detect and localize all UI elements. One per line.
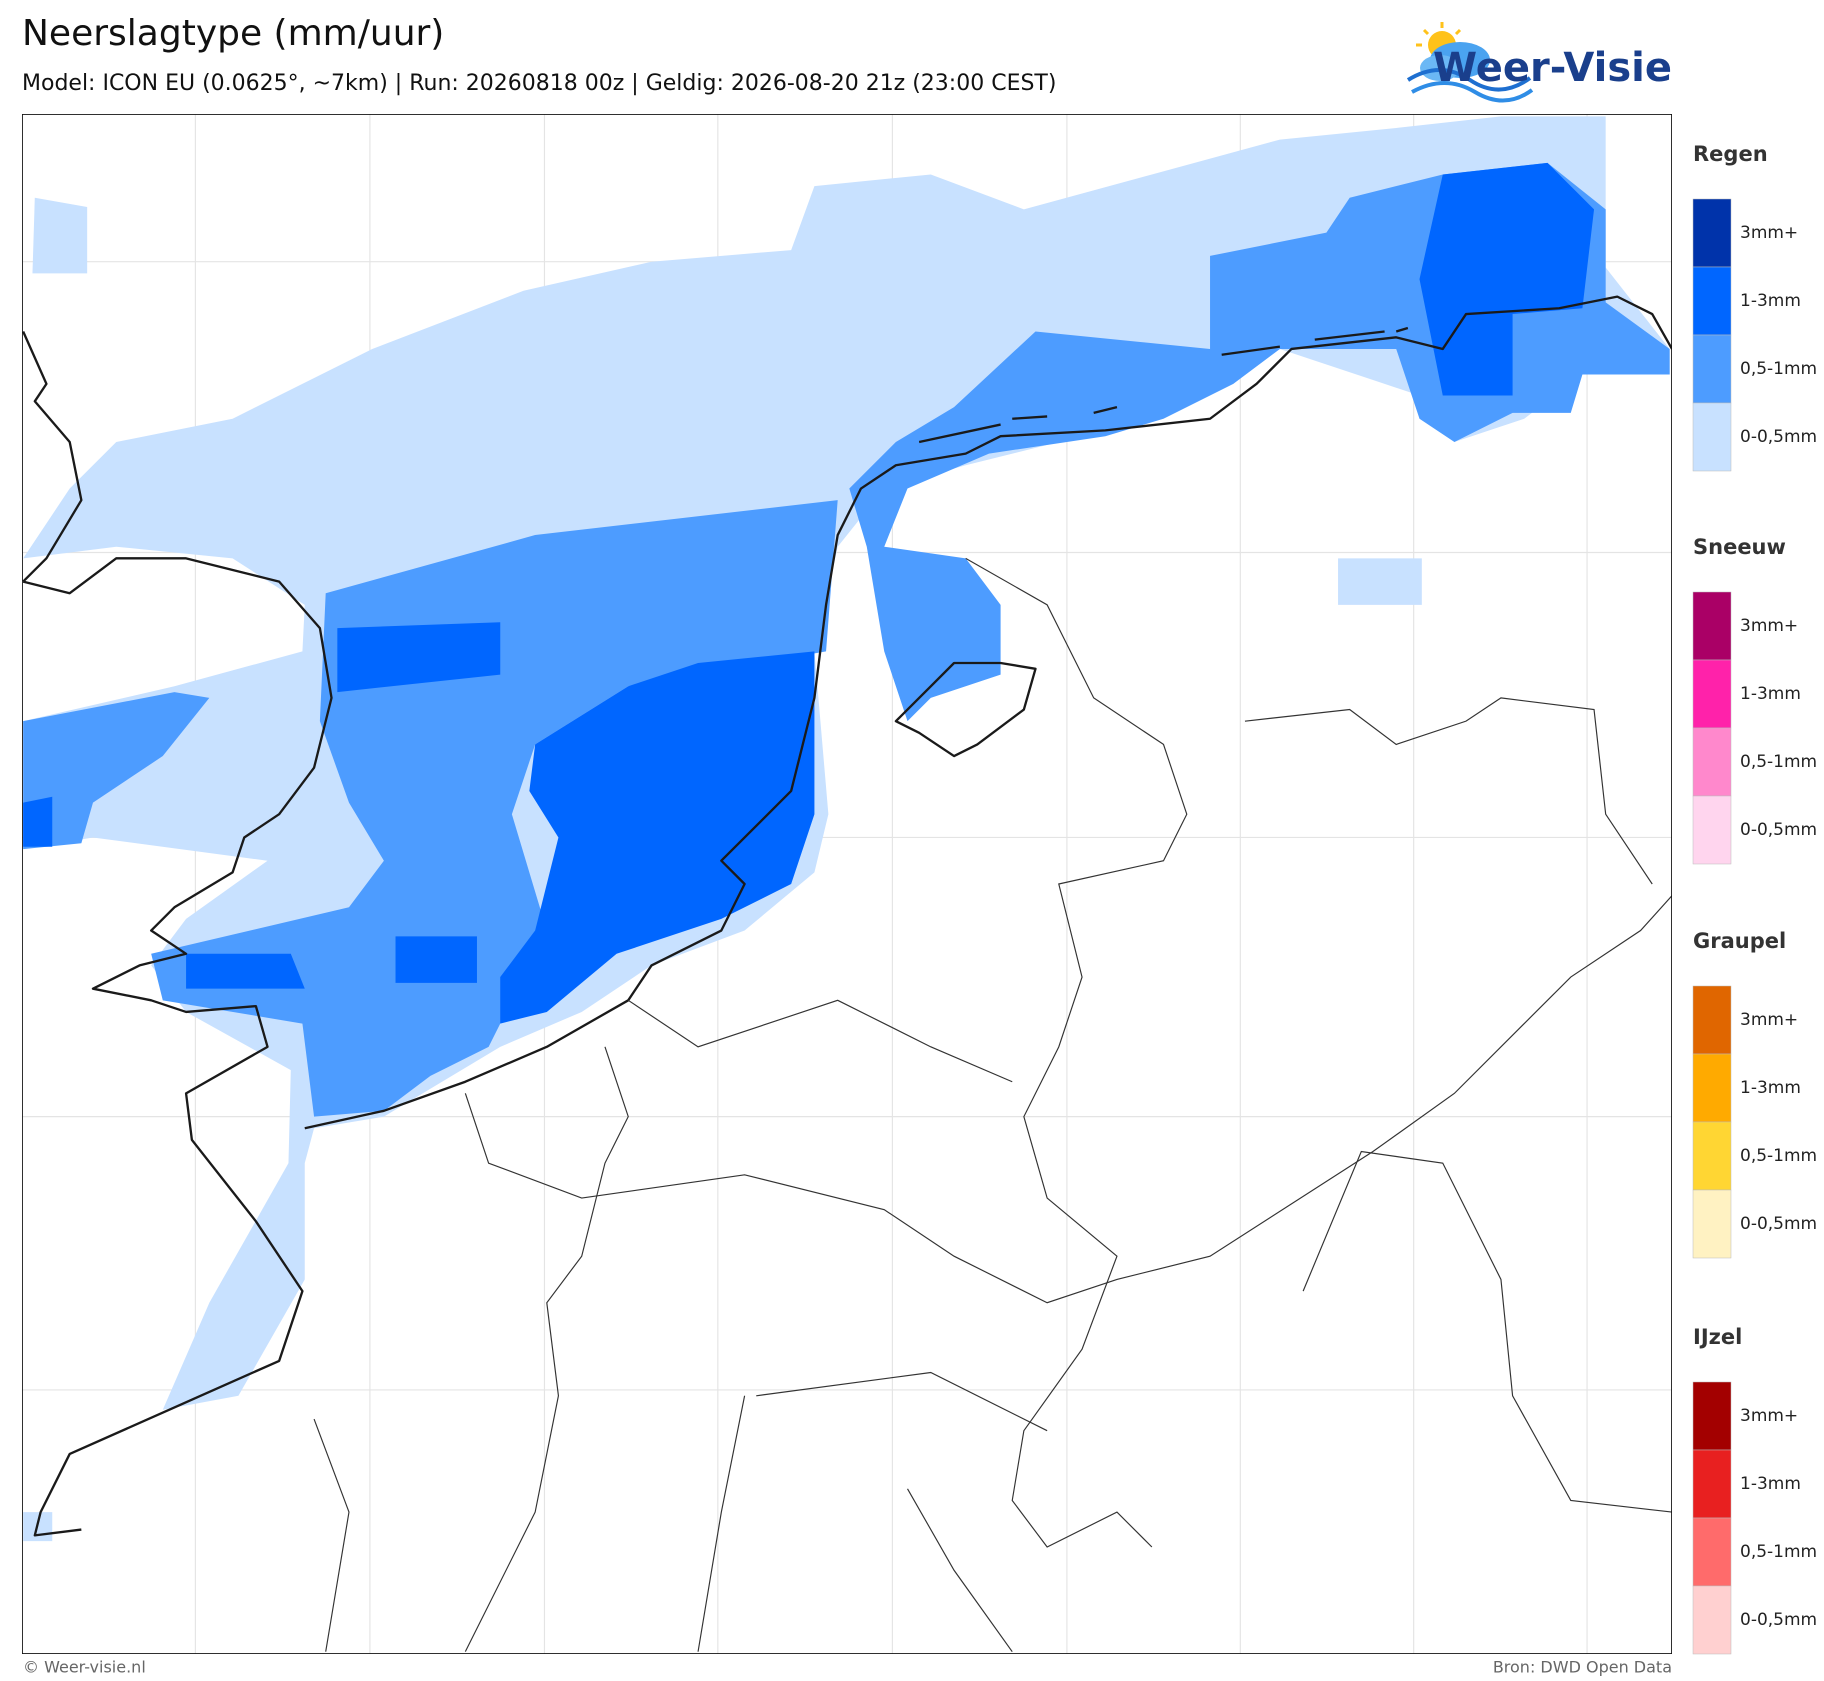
legend-label: 3mm+ <box>1740 1406 1798 1426</box>
legend-swatch <box>1692 402 1732 472</box>
borders <box>313 557 1672 1653</box>
legend-section-title: Regen <box>1693 142 1768 166</box>
legend-label: 1-3mm <box>1740 1474 1801 1494</box>
legend-label: 3mm+ <box>1740 1010 1798 1030</box>
legend-swatch <box>1692 985 1732 1055</box>
legend-section-title: Graupel <box>1693 929 1786 953</box>
legend-label: 1-3mm <box>1740 1078 1801 1098</box>
legend-swatch <box>1692 591 1732 661</box>
legend-label: 0-0,5mm <box>1740 1610 1817 1630</box>
legend-label: 3mm+ <box>1740 616 1798 636</box>
legend-label: 0,5-1mm <box>1740 1542 1817 1562</box>
logo: Weer-Visie <box>1406 22 1672 103</box>
legend-swatch <box>1692 727 1732 797</box>
legend-section-title: Sneeuw <box>1693 535 1786 559</box>
legend-label: 3mm+ <box>1740 223 1798 243</box>
legend-swatch <box>1692 795 1732 865</box>
legend-swatch <box>1692 1585 1732 1655</box>
map <box>22 114 1672 1654</box>
footer-source: Bron: DWD Open Data <box>1493 1658 1672 1677</box>
legend-swatch <box>1692 1189 1732 1259</box>
legend-swatch <box>1692 334 1732 404</box>
legend-label: 0,5-1mm <box>1740 1146 1817 1166</box>
legend-section-title: IJzel <box>1693 1325 1742 1349</box>
title: Neerslagtype (mm/uur) <box>22 13 444 54</box>
legend-swatch <box>1692 1381 1732 1451</box>
legend-swatch <box>1692 1053 1732 1123</box>
legend-swatch <box>1692 266 1732 336</box>
subtitle: Model: ICON EU (0.0625°, ~7km) | Run: 20… <box>22 71 1056 96</box>
precipitation <box>23 116 1670 1542</box>
legend: Regen 3mm+ 1-3mm 0,5-1mm 0-0,5mm Sneeuw 3mm+ 1-… <box>1692 142 1817 1655</box>
footer-credit: © Weer-visie.nl <box>23 1658 146 1677</box>
legend-swatch <box>1692 1449 1732 1519</box>
legend-swatch <box>1692 659 1732 729</box>
logo-icon <box>1406 22 1534 103</box>
legend-label: 0,5-1mm <box>1740 359 1817 379</box>
legend-label: 0,5-1mm <box>1740 752 1817 772</box>
legend-label: 1-3mm <box>1740 291 1801 311</box>
legend-label: 0-0,5mm <box>1740 820 1817 840</box>
legend-swatch <box>1692 1517 1732 1587</box>
logo-text: Weer-Visie <box>1433 45 1672 91</box>
legend-label: 1-3mm <box>1740 684 1801 704</box>
coastlines <box>22 295 1672 1537</box>
legend-swatch <box>1692 198 1732 268</box>
legend-label: 0-0,5mm <box>1740 1214 1817 1234</box>
legend-label: 0-0,5mm <box>1740 427 1817 447</box>
legend-swatch <box>1692 1121 1732 1191</box>
